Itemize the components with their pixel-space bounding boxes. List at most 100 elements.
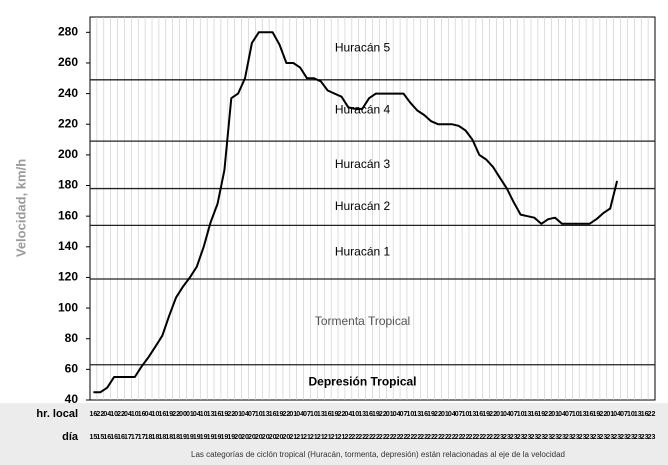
hour-label: 19 (220, 411, 228, 418)
day-label: 20 (269, 434, 277, 441)
hour-label: 13 (469, 411, 477, 418)
day-label: 23 (606, 434, 614, 441)
hour-label: 16 (365, 411, 373, 418)
y-tick-label: 80 (65, 331, 79, 345)
hour-label: 01 (441, 411, 449, 418)
day-label: 21 (303, 434, 311, 441)
hour-label: 04 (145, 411, 153, 418)
hour-label: 13 (262, 411, 270, 418)
hour-label: 04 (193, 411, 201, 418)
day-label: 22 (427, 434, 435, 441)
day-label: 23 (599, 434, 607, 441)
hour-label: 04 (393, 411, 401, 418)
hour-label: 22 (117, 411, 125, 418)
hour-label: 19 (482, 411, 490, 418)
y-tick-label: 60 (65, 362, 79, 376)
day-label: 18 (152, 434, 160, 441)
day-label: 17 (131, 434, 139, 441)
y-tick-label: 120 (58, 270, 78, 284)
hour-label: 10 (200, 411, 208, 418)
day-label: 21 (331, 434, 339, 441)
hour-label: 10 (110, 411, 118, 418)
day-label: 20 (262, 434, 270, 441)
day-label: 23 (551, 434, 559, 441)
day-label: 22 (393, 434, 401, 441)
day-label: 15 (96, 434, 104, 441)
category-label: Depresión Tropical (308, 375, 416, 389)
hour-label: 07 (400, 411, 408, 418)
day-label: 22 (344, 434, 352, 441)
day-label: 16 (110, 434, 118, 441)
day-label: 23 (586, 434, 594, 441)
hour-label: 01 (386, 411, 394, 418)
day-label: 20 (248, 434, 256, 441)
hour-label: 10 (517, 411, 525, 418)
day-label: 22 (365, 434, 373, 441)
hour-label: 22 (338, 411, 346, 418)
day-label: 18 (165, 434, 173, 441)
day-label: 22 (462, 434, 470, 441)
hour-label: 16 (138, 411, 146, 418)
hour-label: 22 (379, 411, 387, 418)
hour-label: 13 (317, 411, 325, 418)
hour-label: 19 (165, 411, 173, 418)
hour-label: 16 (324, 411, 332, 418)
day-label: 17 (124, 434, 132, 441)
hour-label: 01 (234, 411, 242, 418)
day-label: 21 (310, 434, 318, 441)
hour-label: 07 (455, 411, 463, 418)
hour-label: 19 (427, 411, 435, 418)
hour-label: 10 (310, 411, 318, 418)
hour-label: 04 (124, 411, 132, 418)
hour-label: 04 (344, 411, 352, 418)
day-label: 19 (214, 434, 222, 441)
hour-label: 16 (269, 411, 277, 418)
y-tick-label: 100 (58, 300, 78, 314)
hour-label: 22 (96, 411, 104, 418)
day-label: 19 (220, 434, 228, 441)
hour-label: 04 (103, 411, 111, 418)
hour-label: 16 (158, 411, 166, 418)
day-label: 23 (537, 434, 545, 441)
category-label: Tormenta Tropical (315, 314, 410, 328)
day-label: 22 (475, 434, 483, 441)
day-label: 20 (234, 434, 242, 441)
day-label: 23 (634, 434, 642, 441)
day-label: 22 (406, 434, 414, 441)
y-axis-title: Velocidad, km/h (13, 159, 28, 257)
hour-label: 22 (434, 411, 442, 418)
day-label: 22 (434, 434, 442, 441)
day-label: 23 (620, 434, 628, 441)
hour-label: 07 (248, 411, 256, 418)
day-label: 22 (351, 434, 359, 441)
hour-label: 04 (558, 411, 566, 418)
hour-label: 22 (227, 411, 235, 418)
day-label: 22 (379, 434, 387, 441)
day-label: 22 (400, 434, 408, 441)
category-label: Huracán 1 (335, 244, 391, 258)
hour-label: 10 (131, 411, 139, 418)
day-label: 23 (579, 434, 587, 441)
day-label: 16 (103, 434, 111, 441)
hour-label: 22 (599, 411, 607, 418)
hour-label: 22 (648, 411, 656, 418)
day-label: 21 (317, 434, 325, 441)
hour-label: 16 (641, 411, 649, 418)
day-label: 23 (496, 434, 504, 441)
day-label: 17 (138, 434, 146, 441)
hour-label: 19 (593, 411, 601, 418)
y-tick-label: 240 (58, 86, 78, 100)
day-label: 20 (241, 434, 249, 441)
hour-label: 13 (524, 411, 532, 418)
y-tick-label: 40 (65, 392, 79, 406)
hour-label: 22 (544, 411, 552, 418)
day-label: 18 (145, 434, 153, 441)
hour-label: 19 (537, 411, 545, 418)
day-row-label: día (62, 431, 79, 443)
hour-label: 10 (152, 411, 160, 418)
hour-row-label: hr. local (36, 408, 78, 420)
day-label: 22 (441, 434, 449, 441)
hour-label: 19 (276, 411, 284, 418)
day-label: 19 (207, 434, 215, 441)
day-label: 23 (558, 434, 566, 441)
